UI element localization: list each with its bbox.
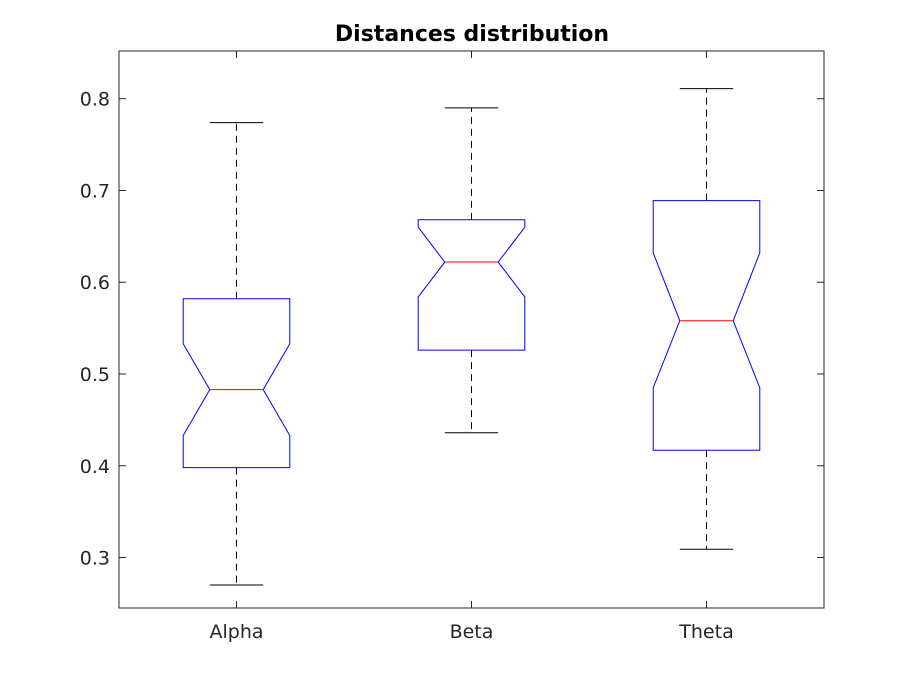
y-tick-label: 0.5 bbox=[80, 364, 110, 386]
notched-box bbox=[182, 298, 291, 469]
y-tick-label: 0.8 bbox=[80, 89, 110, 111]
box-beta bbox=[417, 107, 526, 434]
x-tick-label: Theta bbox=[678, 621, 733, 643]
notched-box bbox=[652, 200, 761, 451]
y-axis: 0.3 0.4 0.5 0.6 0.7 0.8 bbox=[80, 89, 824, 570]
x-tick-label: Alpha bbox=[209, 621, 263, 643]
y-tick-label: 0.7 bbox=[80, 180, 110, 202]
y-tick-label: 0.4 bbox=[80, 456, 110, 478]
plot-area bbox=[182, 88, 761, 586]
notched-box bbox=[417, 219, 526, 351]
box-theta bbox=[652, 88, 761, 550]
chart-title: Distances distribution bbox=[335, 22, 609, 47]
y-tick-label: 0.6 bbox=[80, 272, 110, 294]
box-alpha bbox=[182, 122, 291, 586]
x-axis: Alpha Beta Theta bbox=[209, 51, 734, 643]
x-tick-label: Beta bbox=[450, 621, 494, 643]
y-tick-label: 0.3 bbox=[80, 548, 110, 570]
